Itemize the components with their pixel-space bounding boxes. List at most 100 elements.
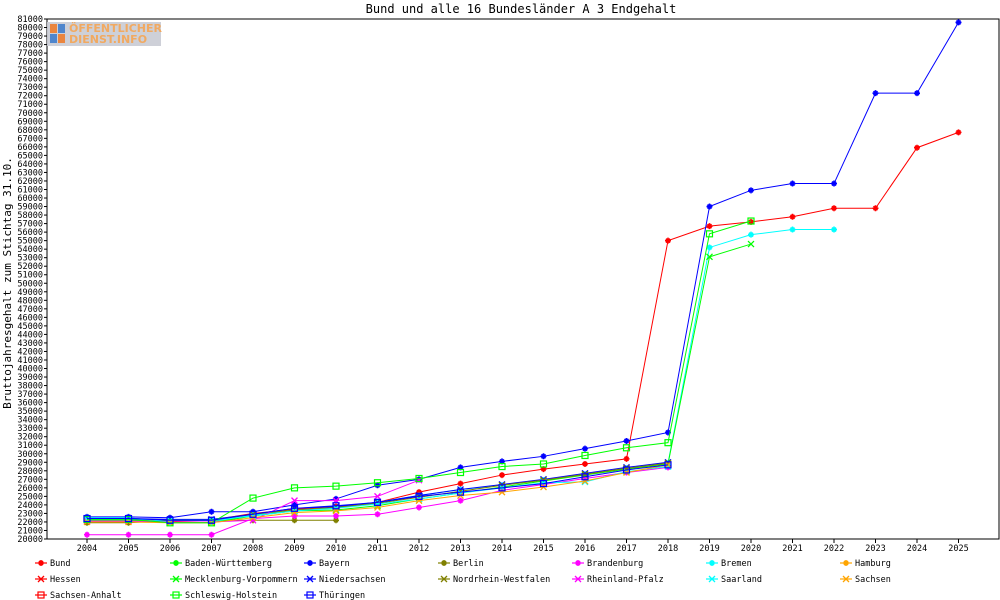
data-point bbox=[498, 488, 506, 496]
y-tick-label: 76000 bbox=[17, 58, 43, 68]
x-tick-label: 2014 bbox=[492, 544, 512, 554]
series-line bbox=[87, 461, 669, 520]
data-point bbox=[333, 512, 339, 519]
y-tick-label: 72000 bbox=[17, 92, 43, 102]
x-tick-label: 2017 bbox=[616, 544, 636, 554]
y-tick-label: 60000 bbox=[17, 194, 43, 204]
y-tick-label: 41000 bbox=[17, 356, 43, 366]
data-point bbox=[706, 253, 713, 261]
legend-item: Bremen bbox=[706, 559, 752, 569]
y-tick-label: 44000 bbox=[17, 330, 43, 340]
legend-label: Berlin bbox=[453, 559, 484, 569]
legend-marker bbox=[172, 591, 180, 599]
x-tick-label: 2020 bbox=[741, 544, 761, 554]
legend-item: Bund bbox=[35, 559, 70, 569]
legend-item: Sachsen bbox=[840, 575, 891, 585]
data-point bbox=[582, 460, 588, 467]
legend-marker bbox=[441, 560, 447, 566]
x-tick-label: 2011 bbox=[367, 544, 387, 554]
data-point bbox=[748, 231, 754, 238]
y-tick-label: 64000 bbox=[17, 160, 43, 170]
legend-marker bbox=[709, 560, 715, 566]
data-point bbox=[623, 455, 630, 462]
legend-item: Saarland bbox=[706, 575, 762, 585]
logo-text-line2: DIENST.INFO bbox=[69, 33, 148, 46]
data-point bbox=[747, 240, 755, 248]
legend-label: Mecklenburg-Vorpommern bbox=[185, 575, 298, 585]
data-point bbox=[456, 488, 465, 496]
y-tick-label: 37000 bbox=[17, 390, 43, 400]
series-line bbox=[87, 464, 669, 521]
legend-marker bbox=[306, 575, 314, 583]
data-point bbox=[664, 461, 672, 469]
y-tick-label: 65000 bbox=[17, 151, 43, 161]
legend-label: Nordrhein-Westfalen bbox=[453, 575, 550, 585]
y-tick-label: 58000 bbox=[17, 211, 43, 221]
y-tick-label: 51000 bbox=[17, 271, 43, 281]
data-point bbox=[290, 484, 299, 492]
legend-label: Schleswig-Holstein bbox=[185, 591, 277, 600]
legend-marker bbox=[172, 575, 180, 583]
data-point bbox=[457, 480, 464, 487]
series-mecklenburg-vorpommern bbox=[83, 240, 755, 527]
y-tick-label: 35000 bbox=[17, 407, 43, 417]
y-tick-label: 50000 bbox=[17, 279, 43, 289]
y-tick-label: 24000 bbox=[17, 501, 43, 511]
data-point bbox=[914, 144, 920, 151]
data-point bbox=[747, 217, 755, 225]
data-point bbox=[249, 510, 257, 518]
data-point bbox=[498, 462, 506, 471]
y-tick-label: 79000 bbox=[17, 32, 43, 42]
data-point bbox=[415, 492, 423, 500]
legend-marker bbox=[307, 560, 313, 566]
data-point bbox=[705, 230, 714, 238]
data-point bbox=[374, 492, 381, 500]
data-point bbox=[498, 484, 506, 492]
x-tick-label: 2012 bbox=[409, 544, 429, 554]
y-tick-label: 61000 bbox=[17, 185, 43, 195]
data-point bbox=[291, 497, 298, 505]
legend-item: Mecklenburg-Vorpommern bbox=[170, 575, 298, 585]
data-point bbox=[664, 463, 672, 471]
data-point bbox=[291, 517, 298, 524]
legend: Bund Baden-Württemberg Bayern Berlin Branden… bbox=[35, 559, 891, 600]
legend-label: Thüringen bbox=[319, 591, 365, 600]
y-tick-label: 54000 bbox=[17, 245, 43, 255]
data-point bbox=[622, 444, 631, 452]
y-tick-label: 74000 bbox=[17, 75, 43, 85]
series-layer bbox=[83, 19, 962, 538]
data-point bbox=[582, 445, 588, 452]
data-point bbox=[457, 497, 464, 504]
legend-label: Rheinland-Pfalz bbox=[587, 575, 664, 585]
legend-item: Sachsen-Anhalt bbox=[35, 591, 122, 600]
data-point bbox=[83, 514, 91, 523]
y-tick-label: 57000 bbox=[17, 220, 43, 230]
legend-label: Saarland bbox=[721, 575, 762, 585]
data-point bbox=[706, 244, 713, 251]
legend-item: Hessen bbox=[35, 575, 81, 585]
y-tick-label: 80000 bbox=[17, 24, 43, 34]
data-point bbox=[374, 511, 381, 518]
legend-marker bbox=[37, 575, 45, 583]
data-point bbox=[124, 514, 133, 523]
data-point bbox=[539, 460, 548, 468]
legend-label: Bund bbox=[50, 559, 70, 569]
x-tick-label: 2022 bbox=[824, 544, 844, 554]
data-point bbox=[415, 497, 423, 505]
data-point bbox=[249, 494, 257, 502]
y-tick-label: 77000 bbox=[17, 49, 43, 59]
legend-label: Bayern bbox=[319, 559, 350, 569]
legend-marker bbox=[575, 560, 581, 566]
data-point bbox=[291, 509, 298, 517]
logo-mark-icon bbox=[50, 24, 66, 44]
legend-item: Thüringen bbox=[304, 591, 365, 600]
legend-marker bbox=[440, 575, 448, 583]
data-point bbox=[540, 453, 547, 460]
legend-marker bbox=[173, 560, 179, 566]
x-tick-label: 2010 bbox=[326, 544, 346, 554]
legend-item: Nordrhein-Westfalen bbox=[438, 575, 550, 585]
y-axis-label: Bruttojahresgehalt zum Stichtag 31.10. bbox=[1, 157, 14, 409]
legend-item: Bayern bbox=[304, 559, 350, 569]
data-point bbox=[872, 90, 879, 97]
